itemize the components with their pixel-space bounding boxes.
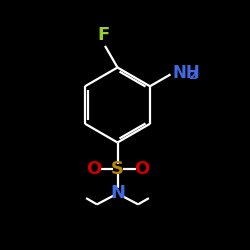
Text: F: F: [98, 26, 110, 44]
Text: O: O: [134, 160, 150, 178]
Text: O: O: [86, 160, 101, 178]
Text: 2: 2: [189, 69, 198, 82]
Text: N: N: [110, 184, 125, 202]
Text: NH: NH: [172, 64, 200, 82]
Text: S: S: [111, 160, 124, 178]
